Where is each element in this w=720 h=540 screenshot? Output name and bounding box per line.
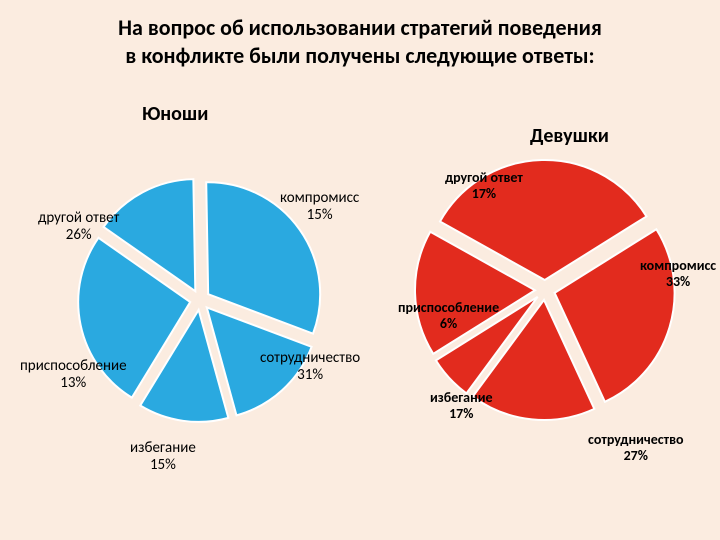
slice-label-female-0: другой ответ17% [445, 170, 523, 202]
title-line-1: На вопрос об использовании стратегий пов… [118, 14, 602, 41]
page-title: На вопрос об использовании стратегий пов… [0, 14, 720, 69]
title-line-2: в конфликте были получены следующие отве… [125, 42, 594, 69]
slice-label-male-2: избегание15% [130, 440, 196, 475]
slice-label-male-3: приспособление13% [20, 358, 127, 393]
slice-label-female-4: приспособление6% [398, 300, 499, 332]
slice-label-male-4: другой ответ26% [38, 210, 119, 245]
slice-label-male-1: сотрудничество31% [260, 350, 360, 385]
slice-label-female-2: сотрудничество27% [588, 432, 684, 464]
chart-title-female: Девушки [530, 124, 609, 148]
slice-label-male-0: компромисс15% [280, 190, 359, 225]
chart-title-male: Юноши [142, 102, 208, 126]
slice-label-female-1: компромисс33% [640, 258, 716, 290]
slice-label-female-3: избегание17% [430, 390, 493, 422]
